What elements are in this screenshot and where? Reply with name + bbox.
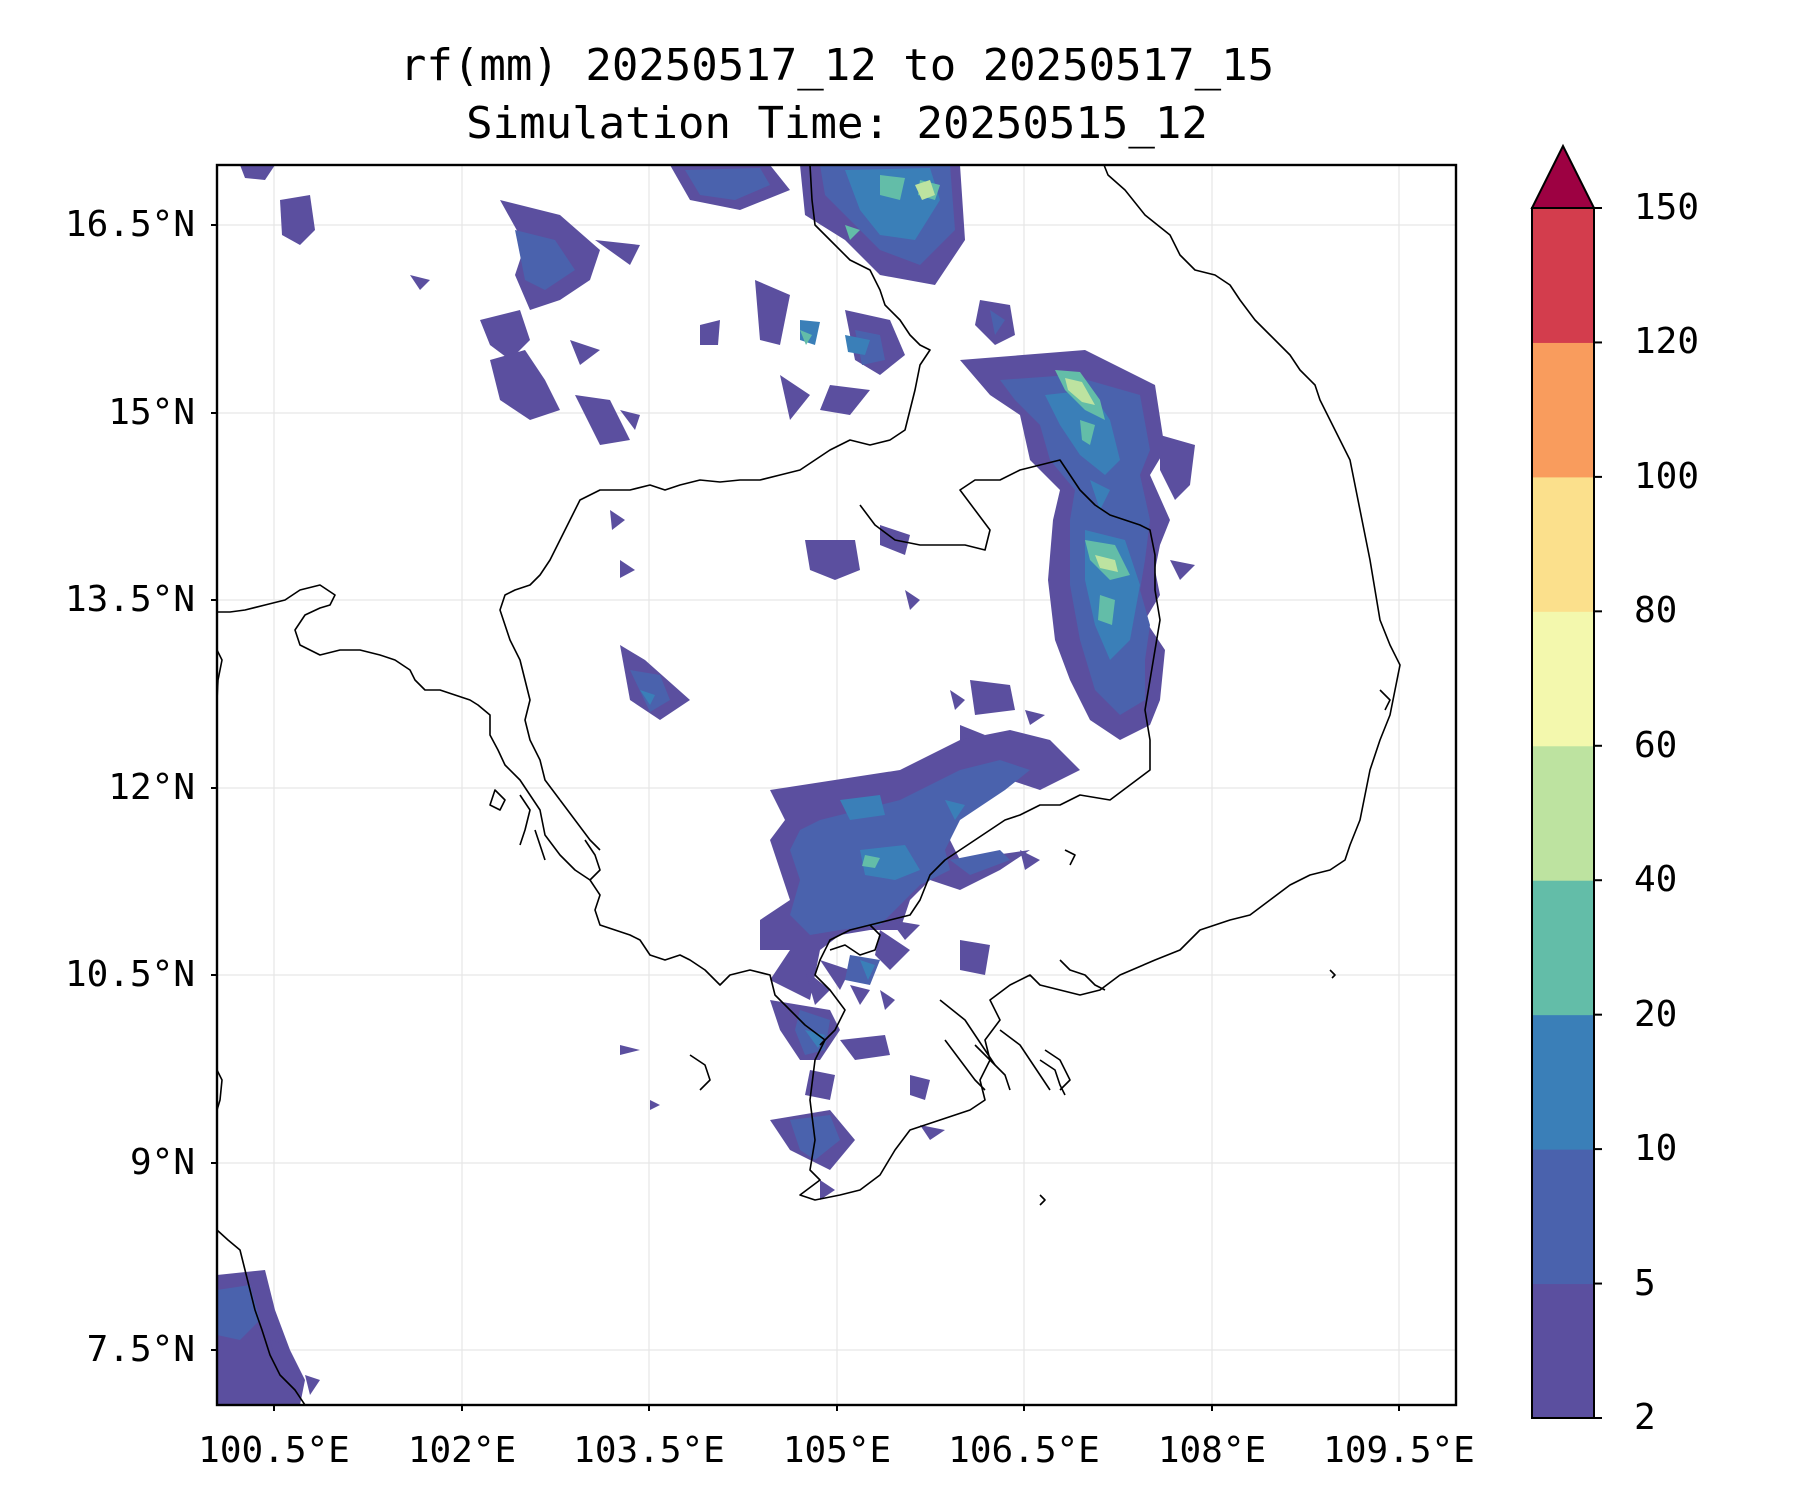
colorbar-tick-label: 2: [1634, 1397, 1656, 1438]
colorbar-bin: [1532, 476, 1594, 612]
chart-title: rf(mm) 20250517_12 to 20250517_15: [399, 40, 1275, 91]
colorbar-bin: [1532, 880, 1594, 1016]
lon-tick-label: 100.5°E: [198, 1430, 350, 1471]
chart-subtitle: Simulation Time: 20250515_12: [466, 98, 1208, 149]
colorbar-bin: [1532, 745, 1594, 881]
colorbar-bin: [1532, 342, 1594, 478]
lat-tick-label: 10.5°N: [64, 954, 195, 995]
colorbar-tick-label: 60: [1634, 724, 1678, 766]
colorbar-bin: [1532, 1283, 1594, 1419]
lat-tick-label: 12°N: [108, 767, 195, 808]
colorbar-bin: [1532, 208, 1594, 343]
rainfall-2-5mm: [217, 165, 1195, 1405]
lon-tick-label: 109.5°E: [1323, 1430, 1475, 1471]
rainfall-40-60mm: [915, 180, 1118, 572]
lon-tick-label: 103.5°E: [573, 1430, 725, 1471]
colorbar-bin: [1532, 611, 1594, 747]
colorbar-frame: [1531, 207, 1595, 1419]
colorbar-tick-label: 5: [1634, 1262, 1656, 1304]
lat-tick-label: 7.5°N: [86, 1329, 195, 1370]
colorbar: [1530, 143, 1602, 1419]
lon-tick-marks: [273, 1405, 1400, 1411]
colorbar-bin: [1532, 1149, 1594, 1285]
lat-tick-label: 15°N: [108, 392, 195, 433]
coastlines-borders: [217, 165, 1401, 1405]
colorbar-tick-label: 100: [1634, 455, 1700, 497]
lon-tick-label: 108°E: [1157, 1430, 1267, 1471]
lat-tick-marks: [211, 224, 217, 1351]
lon-tick-label: 105°E: [782, 1430, 892, 1471]
colorbar-tick-label: 20: [1634, 993, 1678, 1035]
lon-tick-label: 102°E: [407, 1430, 517, 1471]
colorbar-tick-label: 80: [1634, 590, 1678, 632]
lat-tick-label: 13.5°N: [64, 579, 195, 620]
colorbar-extend-arrow: [1530, 143, 1596, 209]
colorbar-tick-label: 150: [1634, 187, 1700, 228]
lat-tick-label: 16.5°N: [64, 204, 195, 245]
colorbar-tick-label: 10: [1634, 1128, 1678, 1170]
lat-tick-label: 9°N: [129, 1142, 195, 1183]
lon-tick-label: 106.5°E: [948, 1430, 1100, 1471]
colorbar-tick-label: 40: [1634, 859, 1678, 901]
colorbar-bin: [1532, 1014, 1594, 1150]
colorbar-tick-label: 120: [1634, 321, 1700, 363]
